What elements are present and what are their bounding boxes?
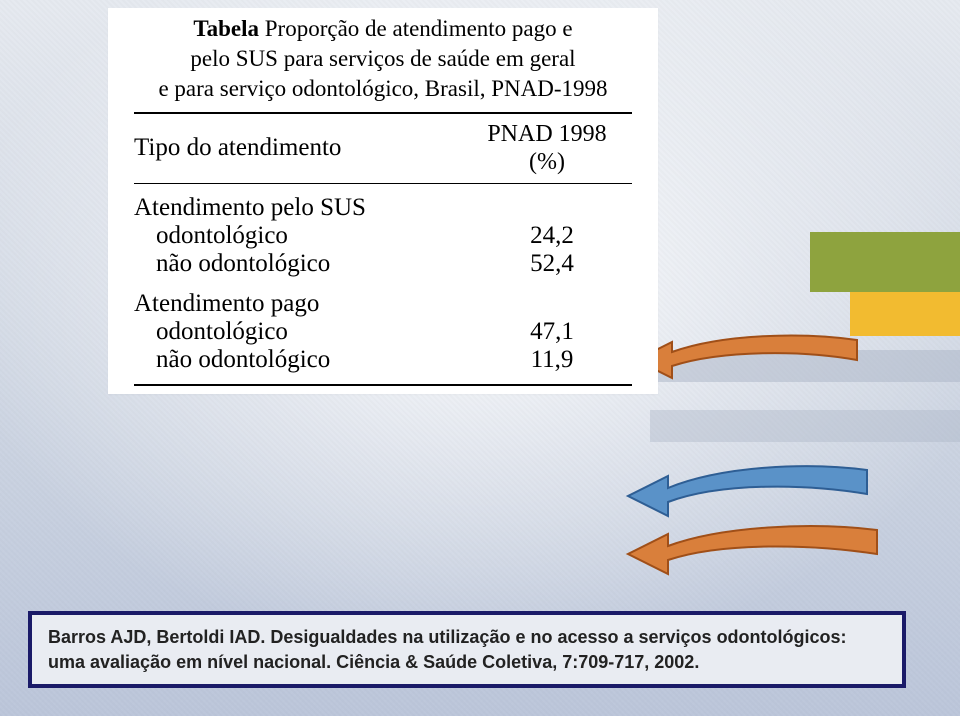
row-label: odontológico — [134, 318, 472, 346]
data-table-card: Tabela Proporção de atendimento pago e p… — [108, 8, 658, 394]
row-value: 47,1 — [472, 318, 632, 346]
arrow-blue-icon — [622, 464, 872, 524]
row-label: não odontológico — [134, 250, 472, 278]
table-header-right-l2: (%) — [529, 149, 565, 175]
decor-yellow-bar — [850, 292, 960, 336]
table-header-left: Tipo do atendimento — [134, 134, 462, 162]
section-heading-1-label: Atendimento pelo SUS — [134, 194, 472, 222]
table-header-right-l1: PNAD 1998 — [487, 121, 606, 147]
table-row: não odontológico 52,4 — [134, 250, 632, 278]
table-title-bold: Tabela — [193, 16, 259, 41]
table-header-row: Tipo do atendimento PNAD 1998 (%) — [108, 114, 658, 184]
section-heading-2: Atendimento pago — [134, 290, 632, 318]
citation-text: Barros AJD, Bertoldi IAD. Desigualdades … — [48, 627, 847, 671]
row-value: 24,2 — [472, 222, 632, 250]
section-heading-1: Atendimento pelo SUS — [134, 194, 632, 222]
citation-box: Barros AJD, Bertoldi IAD. Desigualdades … — [28, 611, 906, 688]
table-row: odontológico 47,1 — [134, 318, 632, 346]
arrow-orange-top-icon — [632, 332, 862, 380]
table-title-line3: e para serviço odontológico, Brasil, PNA… — [158, 76, 607, 101]
table-rule-bottom — [134, 384, 632, 386]
table-header-right: PNAD 1998 (%) — [462, 120, 632, 178]
table-body: Atendimento pelo SUS odontológico 24,2 n… — [108, 184, 658, 384]
table-title-line2: pelo SUS para serviços de saúde em geral — [190, 46, 575, 71]
table-row: não odontológico 11,9 — [134, 346, 632, 374]
row-label: não odontológico — [134, 346, 472, 374]
row-value: 11,9 — [472, 346, 632, 374]
row-value: 52,4 — [472, 250, 632, 278]
section-heading-2-label: Atendimento pago — [134, 290, 472, 318]
arrow-orange-bottom-icon — [622, 524, 882, 578]
decor-green-bar — [810, 232, 960, 292]
table-row: odontológico 24,2 — [134, 222, 632, 250]
table-title: Tabela Proporção de atendimento pago e p… — [108, 12, 658, 112]
table-title-line1: Proporção de atendimento pago e — [259, 16, 573, 41]
row-label: odontológico — [134, 222, 472, 250]
decor-side-block-2 — [650, 410, 960, 442]
